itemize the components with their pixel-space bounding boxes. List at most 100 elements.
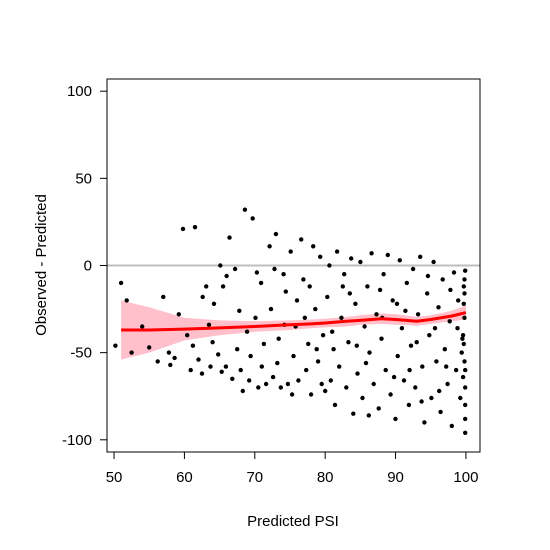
data-point	[335, 249, 339, 253]
data-point	[325, 295, 329, 299]
data-point	[274, 232, 278, 236]
data-point	[374, 312, 378, 316]
data-point	[422, 420, 426, 424]
data-point	[400, 326, 404, 330]
data-point	[344, 385, 348, 389]
data-point	[339, 316, 343, 320]
data-point	[443, 347, 447, 351]
data-point	[306, 342, 310, 346]
y-tick-label: 100	[67, 83, 92, 100]
data-point	[444, 364, 448, 368]
y-tick-label: -100	[62, 432, 92, 449]
data-point	[462, 277, 466, 281]
data-point	[351, 412, 355, 416]
data-point	[358, 260, 362, 264]
data-point	[369, 251, 373, 255]
data-point	[204, 284, 208, 288]
data-point	[349, 256, 353, 260]
data-point	[418, 255, 422, 259]
data-point	[395, 302, 399, 306]
data-point	[256, 385, 260, 389]
data-point	[426, 274, 430, 278]
data-point	[460, 350, 464, 354]
x-tick-label: 80	[317, 469, 334, 486]
data-point	[161, 295, 165, 299]
data-point	[277, 337, 281, 341]
data-point	[308, 284, 312, 288]
data-point	[253, 316, 257, 320]
data-point	[196, 357, 200, 361]
data-point	[247, 378, 251, 382]
data-point	[436, 305, 440, 309]
data-point	[259, 281, 263, 285]
data-point	[271, 375, 275, 379]
data-point	[367, 350, 371, 354]
y-tick-label: 50	[75, 170, 92, 187]
data-point	[267, 244, 271, 248]
data-point	[378, 288, 382, 292]
data-point	[191, 344, 195, 348]
data-point	[255, 270, 259, 274]
data-point	[384, 368, 388, 372]
x-tick-label: 100	[453, 469, 478, 486]
data-point	[260, 364, 264, 368]
data-point	[448, 288, 452, 292]
data-point	[329, 378, 333, 382]
data-point	[353, 302, 357, 306]
data-point	[168, 363, 172, 367]
data-point	[346, 340, 350, 344]
data-point	[281, 272, 285, 276]
data-point	[303, 316, 307, 320]
data-point	[327, 263, 331, 267]
data-point	[262, 342, 266, 346]
data-point	[393, 417, 397, 421]
data-point	[407, 403, 411, 407]
data-point	[355, 344, 359, 348]
data-point	[438, 410, 442, 414]
data-point	[221, 284, 225, 288]
data-point	[411, 267, 415, 271]
data-point	[323, 389, 327, 393]
data-point	[269, 307, 273, 311]
data-point	[427, 333, 431, 337]
data-point	[429, 396, 433, 400]
data-point	[193, 225, 197, 229]
data-point	[239, 368, 243, 372]
data-point	[295, 298, 299, 302]
data-point	[309, 392, 313, 396]
y-tick-label: 0	[84, 258, 92, 275]
data-point	[167, 350, 171, 354]
data-point	[279, 385, 283, 389]
data-point	[315, 347, 319, 351]
data-point	[448, 319, 452, 323]
data-point	[189, 368, 193, 372]
data-point	[348, 291, 352, 295]
data-point	[311, 244, 315, 248]
data-point	[125, 298, 129, 302]
data-point	[220, 370, 224, 374]
data-point	[392, 375, 396, 379]
data-point	[463, 269, 467, 273]
data-point	[455, 326, 459, 330]
data-point	[201, 295, 205, 299]
data-point	[119, 281, 123, 285]
data-point	[372, 382, 376, 386]
data-point	[437, 389, 441, 393]
data-point	[416, 312, 420, 316]
data-point	[129, 350, 133, 354]
data-point	[304, 368, 308, 372]
x-tick-label: 50	[106, 469, 123, 486]
data-point	[450, 424, 454, 428]
data-point	[463, 368, 467, 372]
data-point	[379, 337, 383, 341]
data-point	[360, 396, 364, 400]
data-point	[462, 342, 466, 346]
data-point	[396, 354, 400, 358]
x-axis-title: Predicted PSI	[247, 513, 339, 530]
data-point	[441, 277, 445, 281]
data-point	[415, 340, 419, 344]
data-point	[224, 274, 228, 278]
data-point	[296, 378, 300, 382]
data-point	[230, 377, 234, 381]
data-point	[364, 361, 368, 365]
